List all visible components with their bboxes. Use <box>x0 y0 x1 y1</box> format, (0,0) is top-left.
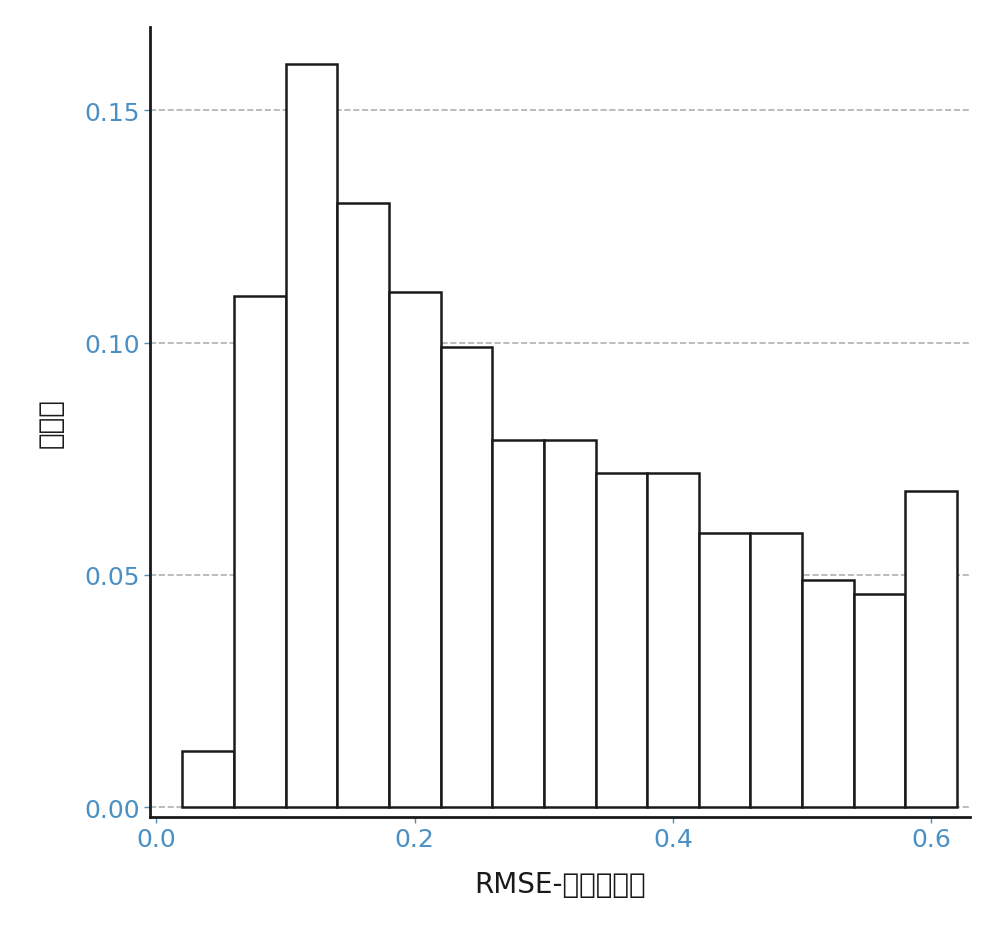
Y-axis label: 百分比: 百分比 <box>37 397 65 447</box>
Bar <box>182 752 234 807</box>
Bar <box>544 441 596 807</box>
Bar <box>492 441 544 807</box>
Bar <box>389 292 441 807</box>
Bar <box>234 297 286 807</box>
Bar <box>286 65 337 807</box>
Bar <box>802 580 854 807</box>
Bar <box>854 594 905 807</box>
Bar <box>699 534 750 807</box>
Bar <box>337 204 389 807</box>
Bar <box>441 348 492 807</box>
Bar <box>905 492 957 807</box>
X-axis label: RMSE-负离子模式: RMSE-负离子模式 <box>474 870 646 898</box>
Bar <box>750 534 802 807</box>
Bar <box>647 473 699 807</box>
Bar <box>596 473 647 807</box>
